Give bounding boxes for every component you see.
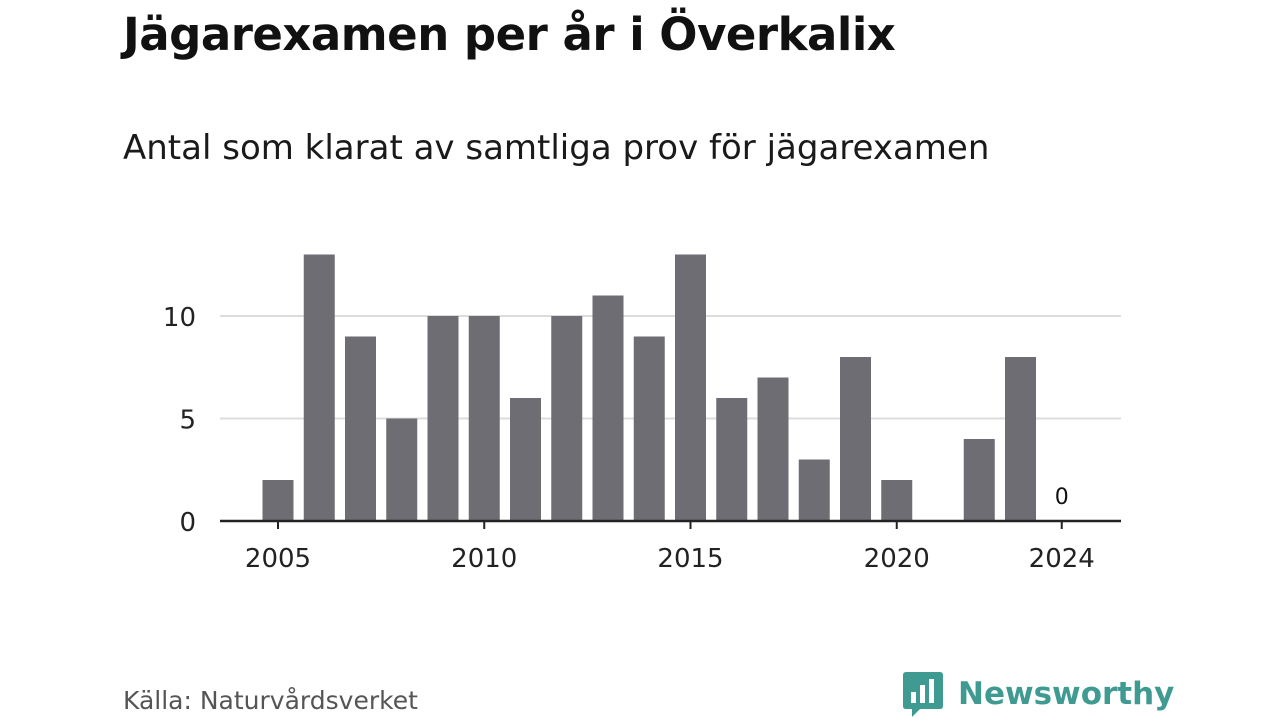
newsworthy-logo-icon <box>903 672 943 717</box>
bar <box>757 377 789 521</box>
bar <box>840 357 871 521</box>
x-tick-label: 2020 <box>864 544 930 574</box>
bar <box>427 316 459 521</box>
bar <box>963 439 995 521</box>
bar <box>675 254 706 521</box>
chart-subtitle: Antal som klarat av samtliga prov för jä… <box>123 128 990 168</box>
x-tick-label: 2015 <box>657 544 723 574</box>
x-tick-label: 2024 <box>1029 544 1095 574</box>
bar <box>1005 357 1036 521</box>
bar <box>798 459 830 521</box>
chart-title: Jägarexamen per år i Överkalix <box>123 8 896 61</box>
bar <box>262 480 294 521</box>
y-tick-label: 0 <box>179 508 196 538</box>
source-note: Källa: Naturvårdsverket <box>123 686 418 715</box>
bar <box>716 398 748 521</box>
bar <box>303 254 335 521</box>
bar <box>468 316 500 521</box>
y-tick-label: 5 <box>179 406 196 436</box>
x-tick-label: 2010 <box>451 544 517 574</box>
y-tick-label: 10 <box>163 303 196 333</box>
x-tick-label: 2005 <box>245 544 311 574</box>
bar <box>510 398 541 521</box>
bar <box>345 336 376 521</box>
brand-logo: Newsworthy <box>902 670 1174 718</box>
bar <box>386 418 418 521</box>
bar <box>633 336 665 521</box>
data-label: 0 <box>1055 485 1069 510</box>
brand-name: Newsworthy <box>958 676 1175 712</box>
bar <box>592 295 624 521</box>
bar <box>881 480 913 521</box>
bar <box>551 316 583 521</box>
